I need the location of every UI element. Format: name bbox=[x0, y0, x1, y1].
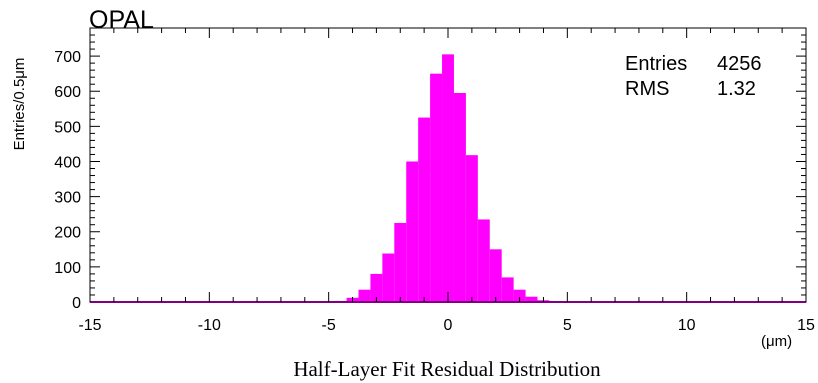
y-tick-label: 0 bbox=[72, 295, 81, 312]
stats-entries-label: Entries bbox=[625, 53, 687, 75]
x-tick-label: -10 bbox=[198, 317, 221, 334]
x-tick-label: 15 bbox=[797, 317, 815, 334]
stats-rms-label: RMS bbox=[625, 78, 669, 100]
histogram-bar bbox=[465, 155, 478, 302]
x-tick-label: -15 bbox=[78, 317, 101, 334]
stats-entries-value: 4256 bbox=[717, 53, 762, 75]
chart-caption: Half-Layer Fit Residual Distribution bbox=[293, 357, 601, 381]
axis-ticks: -15 -10 -5 0 5 10 15 0 100 200 300 400 500 600 700 bbox=[54, 27, 815, 334]
y-tick-label: 500 bbox=[54, 119, 81, 136]
x-tick-label: 5 bbox=[563, 317, 572, 334]
y-axis-label: Entries/0.5μm bbox=[11, 58, 28, 151]
histogram-bar bbox=[418, 117, 431, 302]
y-tick-label: 400 bbox=[54, 154, 81, 171]
histogram-bar bbox=[406, 161, 419, 302]
histogram-bar bbox=[489, 249, 502, 302]
histogram-bar bbox=[501, 277, 514, 302]
y-tick-label: 300 bbox=[54, 190, 81, 207]
histogram-bar bbox=[442, 54, 454, 302]
histogram-bar bbox=[358, 289, 371, 302]
histogram-bar bbox=[382, 253, 395, 302]
stats-rms-value: 1.32 bbox=[717, 78, 756, 100]
histogram-bar bbox=[513, 289, 526, 302]
histogram-bar bbox=[453, 92, 466, 302]
histogram-bar bbox=[477, 219, 490, 302]
x-tick-label: -5 bbox=[322, 317, 336, 334]
histogram-bar bbox=[370, 273, 383, 302]
x-axis-unit-label: (μm) bbox=[761, 333, 792, 350]
experiment-label: OPAL bbox=[89, 6, 154, 34]
histogram-bar bbox=[394, 222, 407, 302]
y-tick-label: 200 bbox=[54, 225, 81, 242]
histogram-bar bbox=[430, 73, 443, 303]
histogram-bars bbox=[334, 54, 550, 303]
y-tick-label: 600 bbox=[54, 84, 81, 101]
x-tick-label: 0 bbox=[444, 317, 453, 334]
x-tick-label: 10 bbox=[678, 317, 696, 334]
histogram-bar bbox=[525, 296, 538, 302]
y-tick-label: 100 bbox=[54, 260, 81, 277]
y-tick-label: 700 bbox=[54, 49, 81, 66]
